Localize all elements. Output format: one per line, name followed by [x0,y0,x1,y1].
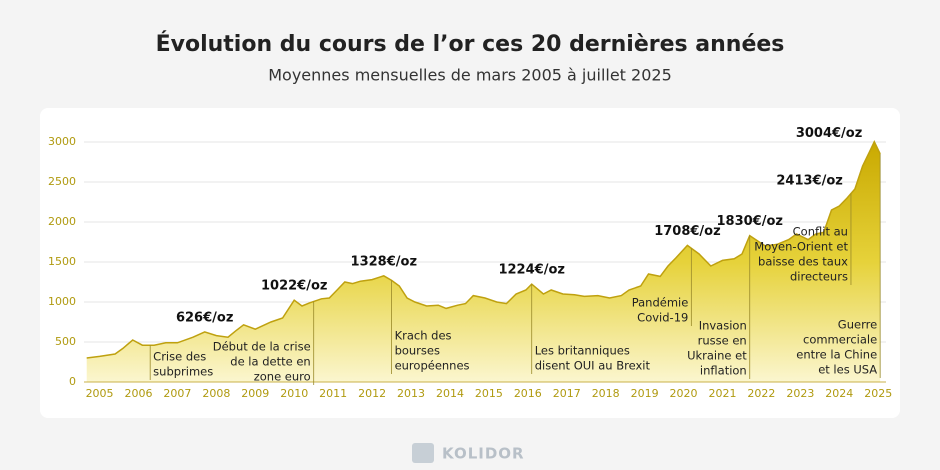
event-label: commerciale [803,333,877,347]
value-label: 1328€/oz [351,254,417,269]
logo-icon [412,443,434,463]
event-label: Début de la crise [213,340,311,354]
x-tick-label: 2023 [786,387,814,400]
value-label: 3004€/oz [796,126,862,141]
area [86,141,881,382]
x-tick-label: 2009 [241,387,269,400]
event-label: et les USA [818,363,877,377]
value-label: 1224€/oz [498,263,564,278]
event-label: Invasion [699,319,747,333]
x-tick-label: 2012 [358,387,386,400]
x-tick-label: 2017 [553,387,581,400]
x-tick-label: 2005 [86,387,114,400]
event-label: disent OUI au Brexit [535,359,651,373]
event-label: zone euro [254,370,311,384]
event-label: inflation [700,364,747,378]
x-tick-label: 2007 [163,387,191,400]
value-label: 2413€/oz [776,173,842,188]
event-label: de la dette en [230,355,310,369]
y-tick-label: 0 [69,375,76,388]
event-label: baisse des taux [758,255,848,269]
chart-subtitle: Moyennes mensuelles de mars 2005 à juill… [268,66,672,85]
event-label: Pandémie [632,296,689,310]
y-tick-label: 3000 [48,135,76,148]
y-tick-label: 2000 [48,215,76,228]
event-label: Crise des [153,350,206,364]
event-label: Les britanniques [535,344,630,358]
value-label: 1708€/oz [654,224,720,239]
x-tick-label: 2022 [747,387,775,400]
x-tick-label: 2006 [125,387,153,400]
x-tick-label: 2014 [436,387,464,400]
x-tick-label: 2010 [280,387,308,400]
event-label: entre la Chine [796,348,877,362]
x-tick-label: 2016 [514,387,542,400]
event-label: bourses [395,344,440,358]
event-label: russe en [698,334,747,348]
event-label: Guerre [838,318,877,332]
x-tick-label: 2025 [864,387,892,400]
x-tick-label: 2013 [397,387,425,400]
x-tick-label: 2024 [825,387,853,400]
event-label: Covid-19 [637,311,688,325]
y-tick-label: 2500 [48,175,76,188]
event-label: subprimes [153,365,213,379]
x-tick-label: 2019 [631,387,659,400]
event-label: Conflit au [793,225,848,239]
x-tick-label: 2018 [592,387,620,400]
x-tick-label: 2021 [708,387,736,400]
y-tick-label: 1000 [48,295,76,308]
value-label: 1830€/oz [716,214,782,229]
brand: KOLIDOR [442,445,525,463]
y-tick-label: 500 [55,335,76,348]
x-tick-label: 2011 [319,387,347,400]
x-tick-label: 2020 [670,387,698,400]
event-label: européennes [395,359,470,373]
line [86,139,881,359]
value-label: 626€/oz [176,310,233,325]
event-label: Krach des [395,329,452,343]
y-tick-label: 1500 [48,255,76,268]
event-label: Moyen-Orient et [754,240,848,254]
event-label: directeurs [790,270,848,284]
x-tick-label: 2008 [202,387,230,400]
event-label: Ukraine et [687,349,747,363]
chart-title: Évolution du cours de l’or ces 20 derniè… [156,31,785,57]
value-label: 1022€/oz [261,279,327,294]
x-tick-label: 2015 [475,387,503,400]
